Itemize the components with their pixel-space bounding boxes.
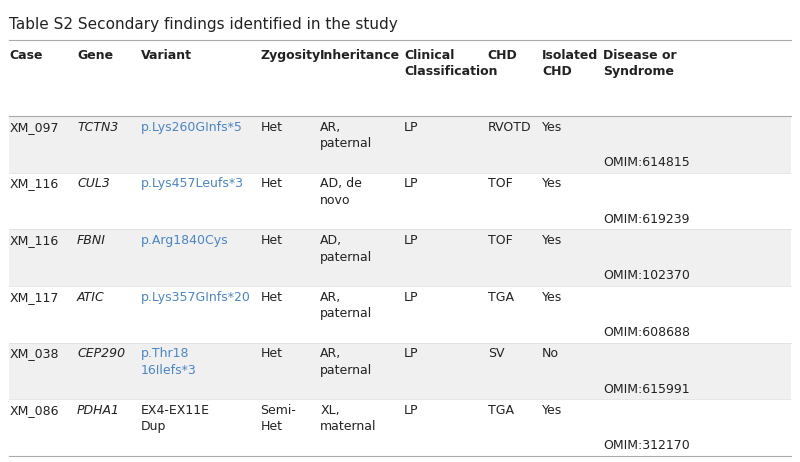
Text: OMIM:614815: OMIM:614815 <box>603 156 690 169</box>
Text: LP: LP <box>404 404 418 417</box>
Text: LP: LP <box>404 234 418 247</box>
Text: FBNI: FBNI <box>77 234 106 247</box>
Text: CHD: CHD <box>488 49 518 62</box>
Text: SV: SV <box>488 347 504 360</box>
Text: p.Thr18
16Ilefs*3: p.Thr18 16Ilefs*3 <box>141 347 197 377</box>
Text: OMIM:615991: OMIM:615991 <box>603 383 690 396</box>
Text: XM_038: XM_038 <box>10 347 59 360</box>
Text: Yes: Yes <box>542 234 562 247</box>
Bar <box>10 230 790 286</box>
Text: Het: Het <box>261 177 282 190</box>
Text: CUL3: CUL3 <box>77 177 110 190</box>
Text: AD,
paternal: AD, paternal <box>320 234 373 263</box>
Text: Variant: Variant <box>141 49 192 62</box>
Text: LP: LP <box>404 177 418 190</box>
Text: Yes: Yes <box>542 121 562 134</box>
Text: TOF: TOF <box>488 234 513 247</box>
Bar <box>10 173 790 230</box>
Text: p.Lys357GInfs*20: p.Lys357GInfs*20 <box>141 291 250 304</box>
Text: Yes: Yes <box>542 404 562 417</box>
Text: Case: Case <box>10 49 43 62</box>
Text: TCTN3: TCTN3 <box>77 121 118 134</box>
Text: Zygosity: Zygosity <box>261 49 321 62</box>
Text: Disease or
Syndrome: Disease or Syndrome <box>603 49 677 78</box>
Text: LP: LP <box>404 121 418 134</box>
Text: Yes: Yes <box>542 291 562 304</box>
Text: Isolated
CHD: Isolated CHD <box>542 49 598 78</box>
Text: XM_117: XM_117 <box>10 291 58 304</box>
Text: CEP290: CEP290 <box>77 347 126 360</box>
Text: Gene: Gene <box>77 49 114 62</box>
Text: XM_086: XM_086 <box>10 404 59 417</box>
Text: Semi-
Het: Semi- Het <box>261 404 296 433</box>
Bar <box>10 286 790 343</box>
Text: XL,
maternal: XL, maternal <box>320 404 377 433</box>
Bar <box>10 343 790 399</box>
Text: Inheritance: Inheritance <box>320 49 401 62</box>
Text: PDHA1: PDHA1 <box>77 404 120 417</box>
Text: AR,
paternal: AR, paternal <box>320 121 373 150</box>
Text: OMIM:608688: OMIM:608688 <box>603 326 690 339</box>
Text: OMIM:312170: OMIM:312170 <box>603 439 690 452</box>
Text: ATIC: ATIC <box>77 291 105 304</box>
Bar <box>10 116 790 173</box>
Text: No: No <box>542 347 559 360</box>
Text: TOF: TOF <box>488 177 513 190</box>
Text: p.Arg1840Cys: p.Arg1840Cys <box>141 234 229 247</box>
Text: p.Lys260GInfs*5: p.Lys260GInfs*5 <box>141 121 242 134</box>
Text: Het: Het <box>261 347 282 360</box>
Text: Het: Het <box>261 291 282 304</box>
Text: Het: Het <box>261 234 282 247</box>
Text: TGA: TGA <box>488 404 514 417</box>
Text: XM_116: XM_116 <box>10 234 58 247</box>
Text: AR,
paternal: AR, paternal <box>320 291 373 320</box>
Bar <box>10 399 790 456</box>
Text: AR,
paternal: AR, paternal <box>320 347 373 377</box>
Text: LP: LP <box>404 291 418 304</box>
Text: Clinical
Classification: Clinical Classification <box>404 49 498 78</box>
Text: XM_116: XM_116 <box>10 177 58 190</box>
Text: Het: Het <box>261 121 282 134</box>
Text: Table S2 Secondary findings identified in the study: Table S2 Secondary findings identified i… <box>10 18 398 32</box>
Text: TGA: TGA <box>488 291 514 304</box>
Text: LP: LP <box>404 347 418 360</box>
Text: OMIM:102370: OMIM:102370 <box>603 269 690 282</box>
Text: RVOTD: RVOTD <box>488 121 531 134</box>
Text: AD, de
novo: AD, de novo <box>320 177 362 207</box>
Text: Yes: Yes <box>542 177 562 190</box>
Text: XM_097: XM_097 <box>10 121 59 134</box>
Text: OMIM:619239: OMIM:619239 <box>603 213 690 226</box>
Text: EX4-EX11E
Dup: EX4-EX11E Dup <box>141 404 210 433</box>
Text: p.Lys457Leufs*3: p.Lys457Leufs*3 <box>141 177 244 190</box>
